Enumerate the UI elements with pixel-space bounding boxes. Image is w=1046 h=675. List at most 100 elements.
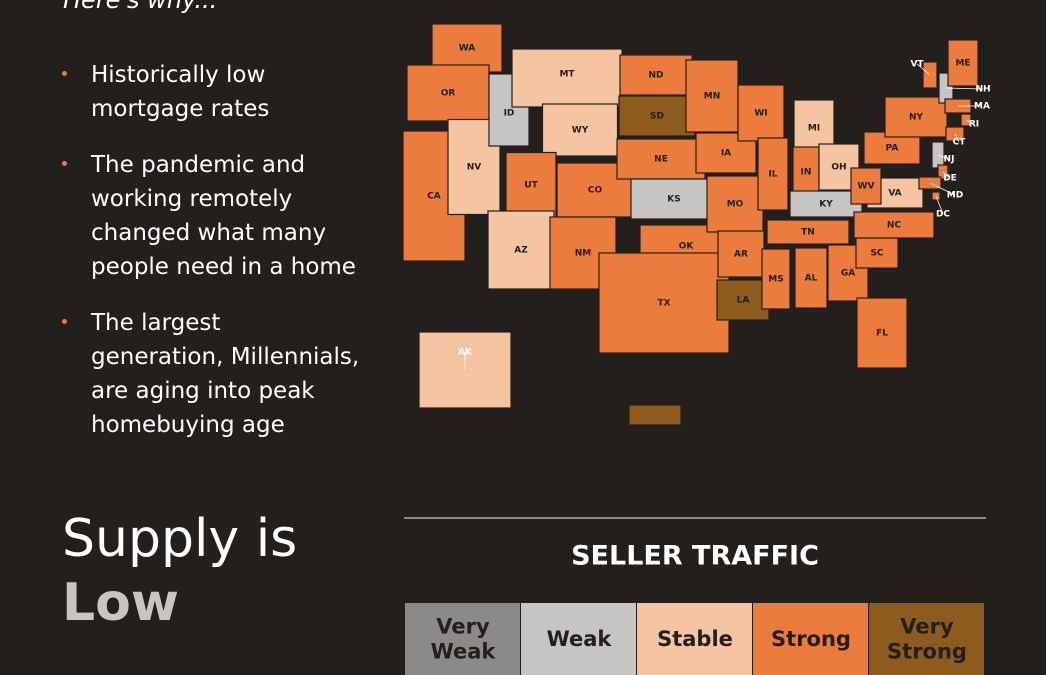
state-label: PA — [886, 144, 899, 154]
bullet: Historically low mortgage rates — [62, 58, 382, 126]
state — [685, 59, 739, 133]
state-label: NM — [575, 249, 592, 259]
state-label: CA — [427, 192, 441, 202]
leader-line — [954, 133, 960, 143]
state-label: TX — [657, 299, 670, 309]
state-label: NY — [909, 113, 924, 123]
state-label: OR — [441, 89, 456, 99]
leader-line — [935, 195, 944, 215]
state — [761, 248, 791, 310]
state-label: MN — [704, 92, 721, 102]
state — [630, 178, 718, 220]
state-label: ME — [955, 59, 970, 69]
state-label: MO — [727, 200, 744, 210]
state-label: UT — [524, 181, 538, 191]
state-label: GA — [841, 269, 855, 279]
bullet-line: The largest — [91, 310, 221, 336]
leader-line — [942, 171, 951, 179]
leader-line — [945, 87, 984, 90]
bullet-line: working remotely — [91, 186, 293, 212]
legend-label: Weak — [547, 627, 613, 651]
state — [717, 230, 765, 278]
state — [616, 138, 706, 180]
state-label: WV — [858, 182, 875, 192]
state-label: OK — [679, 242, 695, 252]
state-label: AR — [734, 250, 748, 260]
state-label: NE — [654, 155, 668, 165]
state-label: DC — [936, 210, 950, 220]
state — [792, 146, 820, 198]
state-label: NH — [975, 85, 990, 95]
state-label: IA — [721, 149, 731, 159]
state-label: LA — [737, 296, 750, 306]
legend-label: Strong — [771, 627, 851, 651]
leader-line — [937, 154, 950, 160]
legend-swatch — [405, 603, 520, 675]
state-label: WA — [459, 44, 476, 54]
leader-line — [929, 182, 956, 196]
state — [850, 167, 882, 205]
state — [856, 297, 908, 369]
legend-label: Stable — [657, 627, 733, 651]
state — [487, 210, 555, 290]
leader-line — [965, 119, 975, 125]
legend-label: Weak — [431, 640, 497, 664]
leader-line — [916, 63, 931, 76]
bullet: The largest generation, Millennials, are a… — [62, 306, 382, 442]
legend-label: Strong — [887, 640, 967, 664]
state — [737, 84, 785, 142]
state-label: SD — [650, 112, 664, 122]
state — [853, 211, 935, 239]
state-label: MT — [559, 70, 575, 80]
state-label: MA — [974, 102, 990, 112]
state — [628, 404, 682, 426]
state-label: CO — [588, 186, 603, 196]
intro: Here's why... — [63, 0, 218, 14]
state-label: AL — [805, 274, 818, 284]
state-label: NC — [887, 221, 902, 231]
state-label: NJ — [944, 155, 955, 165]
state — [618, 95, 696, 137]
legend-label: Very — [436, 615, 490, 639]
bullet-line: mortgage rates — [91, 96, 270, 122]
state-label: VT — [910, 60, 924, 70]
state-label: RI — [969, 120, 979, 130]
state-label: CT — [953, 138, 967, 148]
bullet-line: changed what many — [91, 220, 327, 246]
state-label: IN — [801, 168, 812, 178]
state — [794, 247, 828, 309]
state-label: VA — [888, 189, 901, 199]
state — [619, 54, 693, 96]
state-label: SC — [870, 249, 883, 259]
bullet-line: generation, Millennials, — [91, 344, 360, 370]
state-label: KS — [667, 195, 680, 205]
bullet-list: Historically low mortgage rates The pandem… — [62, 58, 382, 464]
state-label: WY — [572, 126, 589, 136]
state-label: AZ — [514, 246, 528, 256]
bullet-line: Historically low — [91, 62, 266, 88]
state-label: FL — [876, 329, 888, 339]
state — [431, 23, 503, 73]
state-label: AK — [458, 348, 473, 358]
legend-label: Very — [900, 615, 954, 639]
legend-title: SELLER TRAFFIC — [571, 541, 819, 572]
legend-swatch — [869, 603, 984, 675]
bullet-line: are aging into peak — [91, 378, 315, 404]
state-label: IL — [768, 170, 777, 180]
state-label: KY — [819, 200, 833, 210]
bullet-line: homebuying age — [91, 412, 285, 438]
state — [884, 96, 948, 138]
bullet-line: people need in a home — [91, 254, 356, 280]
state — [789, 190, 863, 218]
state-label: TN — [801, 228, 815, 238]
state-label: NV — [467, 163, 482, 173]
heading: Supply is — [62, 509, 298, 569]
state-label: MD — [947, 191, 963, 201]
legend-swatch — [637, 603, 752, 675]
state-label: ID — [504, 109, 515, 119]
state — [598, 252, 730, 354]
state-label: MS — [768, 275, 783, 285]
state — [766, 219, 850, 245]
